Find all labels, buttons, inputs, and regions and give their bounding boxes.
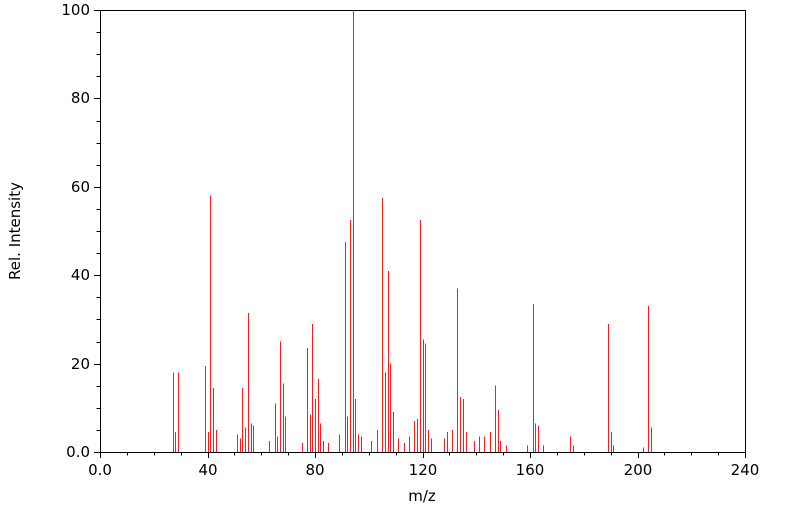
y-tick-label: 40 bbox=[71, 266, 90, 284]
x-tick-label: 80 bbox=[305, 461, 324, 479]
x-tick-label: 0.0 bbox=[88, 461, 112, 479]
y-tick-label: 80 bbox=[71, 89, 90, 107]
x-tick-label: 40 bbox=[198, 461, 217, 479]
y-tick-label: 60 bbox=[71, 178, 90, 196]
x-axis-label: m/z bbox=[408, 487, 436, 505]
y-tick-label: 100 bbox=[61, 1, 90, 19]
y-axis-label: Rel. Intensity bbox=[6, 182, 24, 280]
y-axis-ticks: 0.0 20 40 60 80 100 bbox=[61, 1, 100, 461]
x-tick-label: 200 bbox=[624, 461, 653, 479]
y-tick-label: 20 bbox=[71, 355, 90, 373]
y-tick-label: 0.0 bbox=[66, 443, 90, 461]
x-tick-label: 120 bbox=[409, 461, 438, 479]
x-tick-label: 240 bbox=[731, 461, 760, 479]
x-axis-ticks: 0.0 40 80 120 160 200 240 bbox=[88, 452, 759, 479]
spectrum-peaks bbox=[173, 10, 652, 452]
x-tick-label: 160 bbox=[516, 461, 545, 479]
